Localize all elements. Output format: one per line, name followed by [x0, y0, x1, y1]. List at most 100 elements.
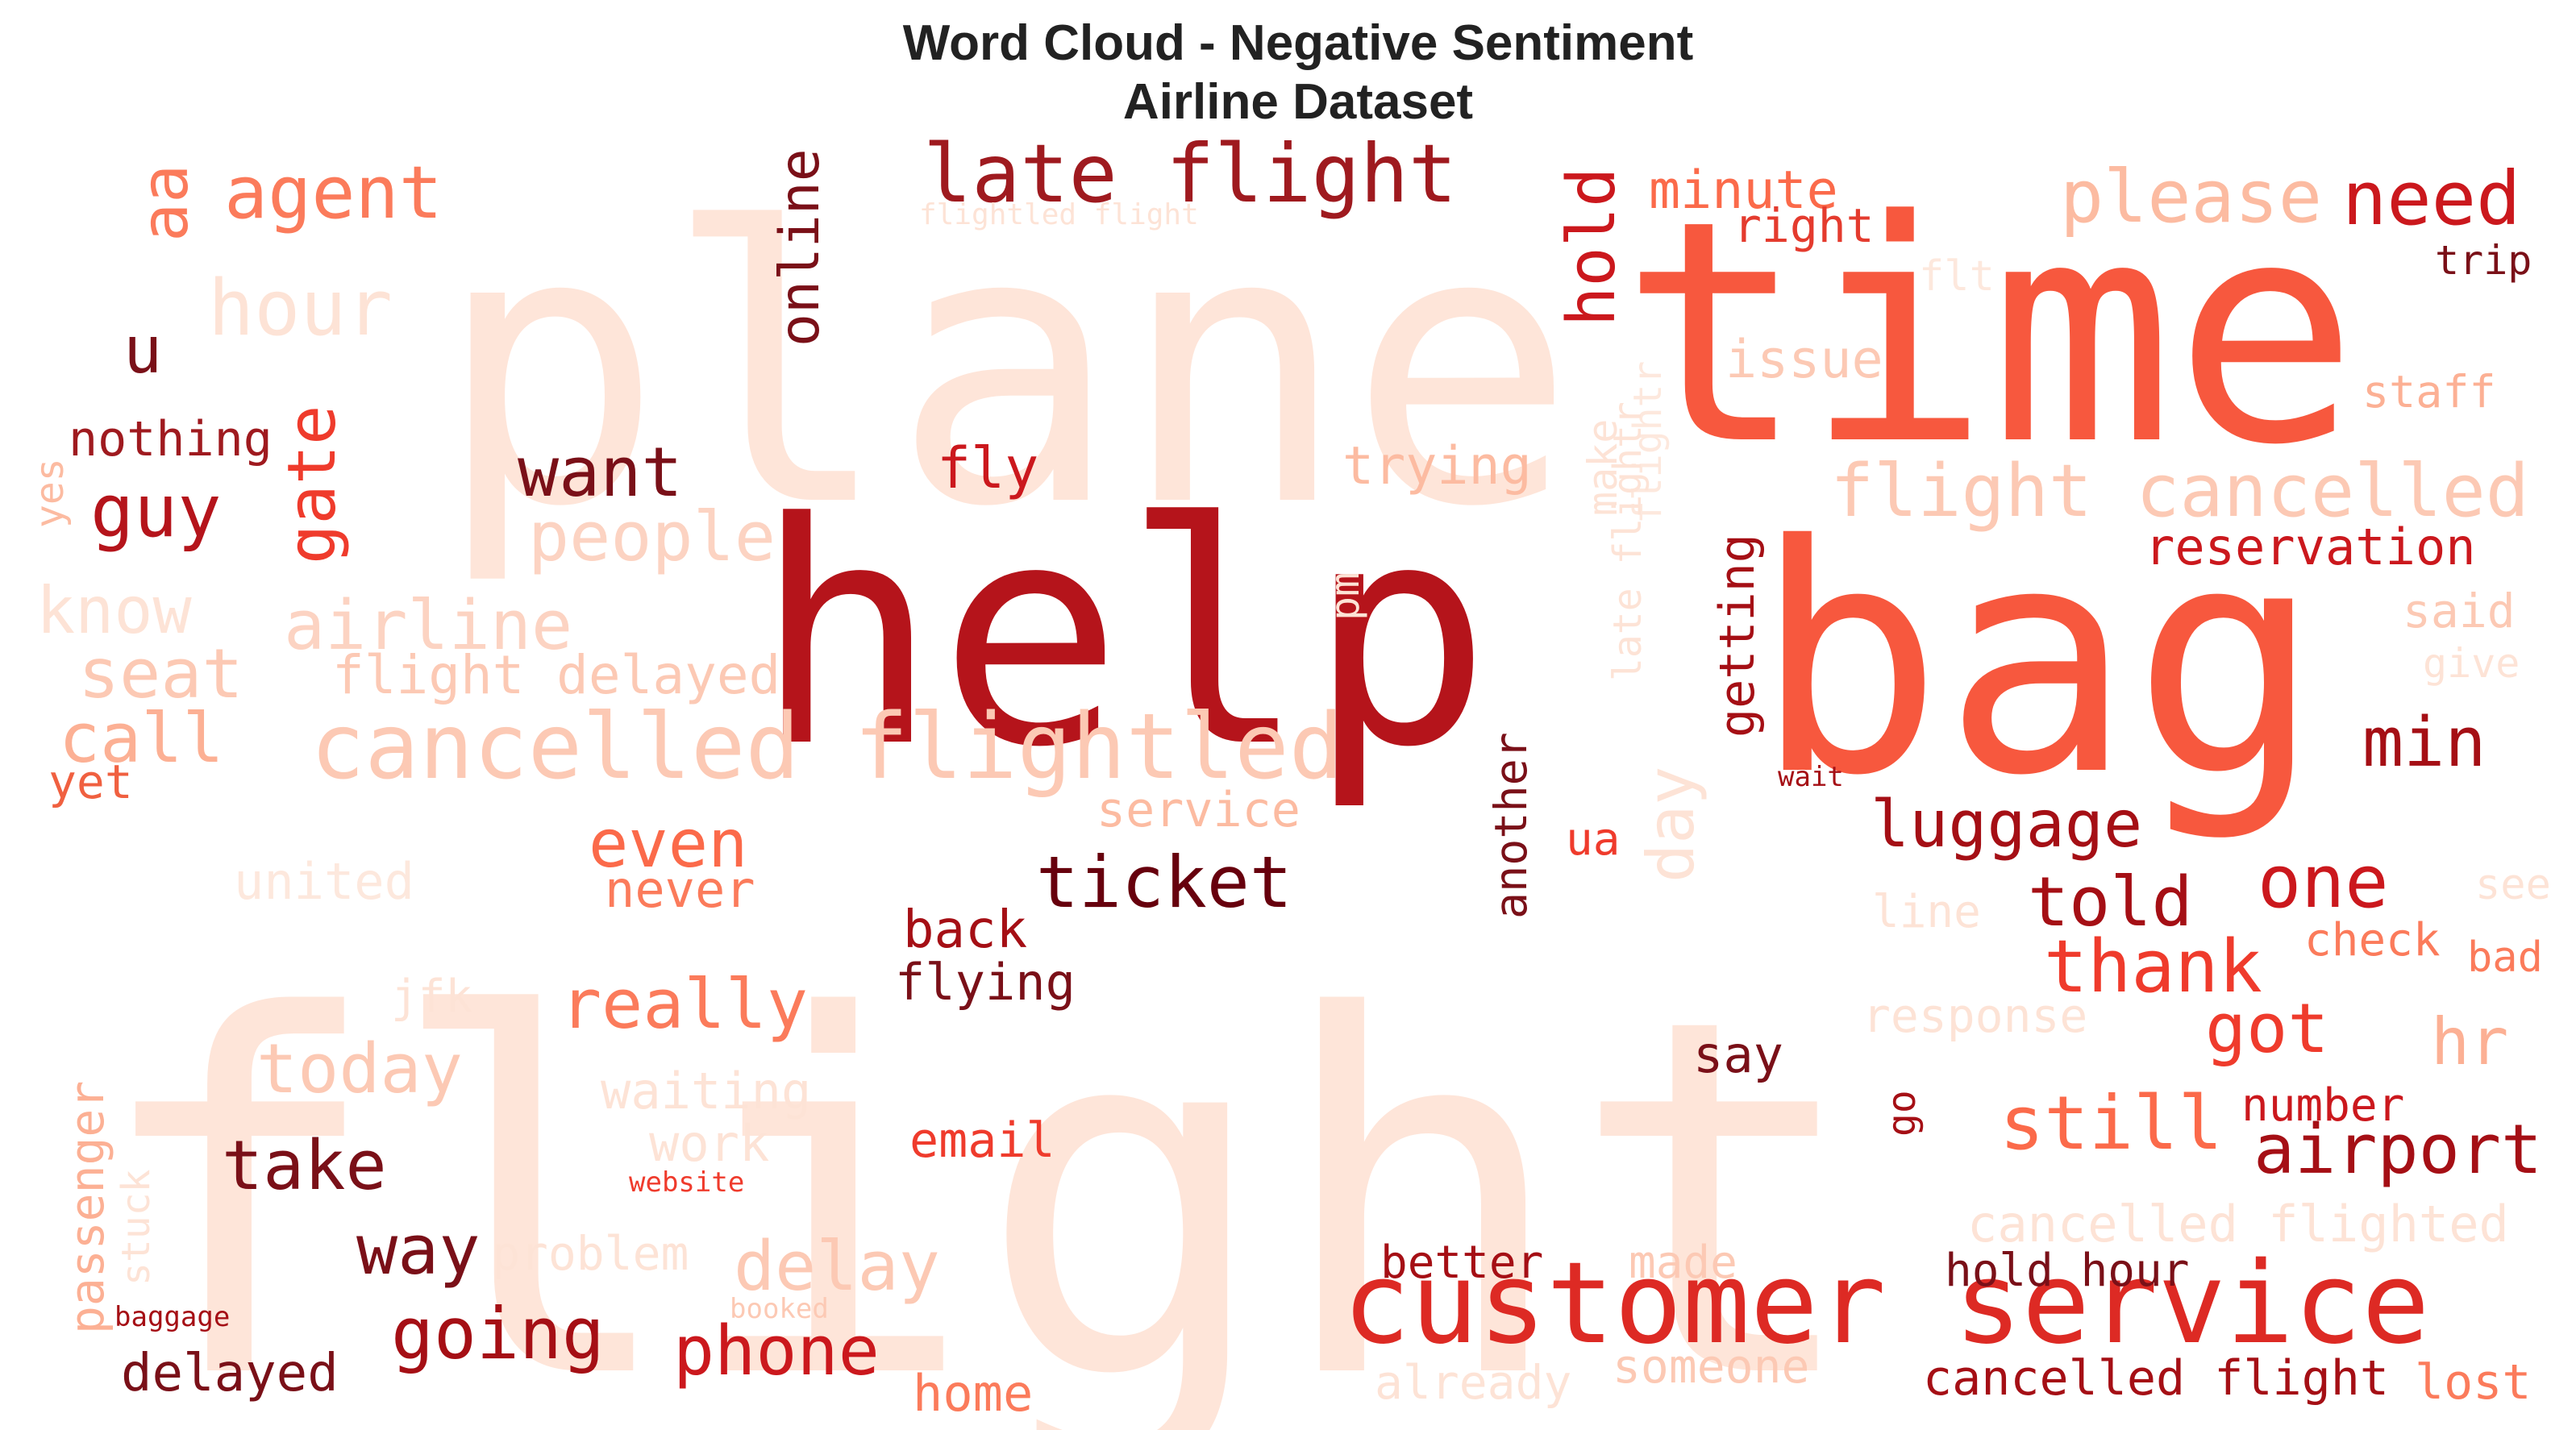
word-website: website [629, 1166, 744, 1199]
word-go: go [1879, 1090, 1925, 1137]
word-late-flight: late flight [923, 127, 1457, 221]
word-number: number [2241, 1079, 2404, 1132]
word-cancelled-flightled: cancelled flightled [310, 695, 1343, 800]
word-agent: agent [224, 151, 443, 235]
word-pm: pm [1321, 572, 1368, 621]
word-take: take [222, 1126, 387, 1206]
word-one: one [2258, 840, 2389, 925]
word-thank: thank [2044, 925, 2262, 1009]
word-problem: problem [492, 1226, 689, 1281]
word-hold-hour: hold hour [1945, 1245, 2189, 1297]
word-ua: ua [1566, 813, 1620, 866]
word-work: work [649, 1114, 769, 1173]
word-min: min [2362, 703, 2487, 783]
word-better: better [1380, 1237, 1543, 1289]
word-united: united [234, 852, 414, 911]
word-passenger: passenger [60, 1081, 114, 1334]
word-service: service [1097, 782, 1300, 838]
word-waiting: waiting [601, 1062, 811, 1120]
chart-title: Word Cloud - Negative Sentiment [903, 15, 1694, 71]
word-want: want [518, 433, 683, 513]
word-email: email [909, 1112, 1055, 1169]
word-check: check [2304, 914, 2441, 966]
word-gate: gate [274, 405, 351, 564]
word-booked: booked [730, 1293, 829, 1325]
word-guy: guy [90, 469, 222, 554]
word-yes: yes [27, 458, 73, 528]
word-flightr: flightr [1625, 361, 1671, 524]
word-say: say [1693, 1025, 1783, 1084]
word-need: need [2342, 156, 2521, 242]
word-told: told [2028, 863, 2193, 942]
word-line: line [1872, 886, 1981, 938]
word-trip: trip [2435, 237, 2532, 284]
word-luggage: luggage [1871, 787, 2142, 862]
word-please: please [2060, 155, 2322, 239]
word-made: made [1629, 1237, 1737, 1289]
word-day: day [1633, 767, 1708, 883]
word-flightled-flight: flightled flight [919, 198, 1199, 231]
word-even: even [589, 806, 747, 883]
word-cancelled-flighted: cancelled flighted [1967, 1195, 2509, 1253]
word-hr: hr [2431, 1004, 2508, 1079]
word-way: way [356, 1211, 481, 1291]
word-still: still [2000, 1080, 2223, 1166]
word-got: got [2205, 989, 2329, 1069]
word-help: help [754, 457, 1492, 814]
word-phone: phone [673, 1312, 880, 1391]
word-aa: aa [127, 164, 202, 242]
word-home: home [913, 1364, 1033, 1423]
word-cancelled-flight: cancelled flight [1923, 1350, 2389, 1407]
word-getting: getting [1709, 534, 1766, 738]
word-airport: airport [2253, 1110, 2542, 1190]
word-baggage: baggage [114, 1301, 230, 1333]
chart-subtitle: Airline Dataset [1123, 74, 1473, 130]
word-seat: seat [78, 634, 243, 714]
word-flying: flying [895, 953, 1076, 1012]
word-nothing: nothing [69, 411, 273, 468]
word-said: said [2403, 584, 2516, 638]
word-airline: airline [284, 586, 572, 666]
word-ticket: ticket [1036, 841, 1292, 924]
word-see: see [2475, 861, 2551, 909]
word-minute: minute [1649, 160, 1838, 221]
word-hold: hold [1554, 168, 1630, 326]
word-reservation: reservation [2145, 518, 2476, 576]
word-flight: flight [89, 914, 1866, 1430]
word-someone: someone [1613, 1339, 1809, 1394]
word-trying: trying [1342, 436, 1532, 497]
word-yet: yet [48, 754, 133, 809]
word-going: going [391, 1292, 605, 1375]
word-call: call [59, 699, 224, 779]
word-know: know [36, 573, 192, 648]
word-make: make [1579, 419, 1626, 516]
word-delayed: delayed [121, 1344, 339, 1403]
word-flight-delayed: flight delayed [332, 644, 780, 706]
word-response: response [1862, 988, 2087, 1043]
word-flt: flt [1919, 252, 1995, 301]
word-staff: staff [2362, 366, 2496, 418]
word-wait: wait [1778, 761, 1844, 793]
word-late-flightr: late flightr [1605, 401, 1650, 681]
word-bag: bag [1754, 478, 2321, 844]
word-jfk: jfk [391, 971, 472, 1023]
word-give: give [2423, 640, 2520, 687]
word-customer-service: customer service [1342, 1238, 2430, 1370]
word-never: never [605, 860, 755, 919]
word-lost: lost [2415, 1354, 2532, 1411]
word-today: today [256, 1029, 463, 1109]
word-stuck: stuck [114, 1169, 159, 1286]
word-already: already [1375, 1355, 1571, 1410]
word-u: u [123, 313, 162, 388]
word-hour: hour [208, 264, 393, 353]
word-right: right [1733, 198, 1875, 253]
word-bad: bad [2467, 933, 2543, 982]
word-online: online [768, 148, 832, 347]
word-people: people [528, 497, 776, 577]
word-issue: issue [1725, 330, 1883, 390]
word-flight-cancelled: flight cancelled [1830, 449, 2529, 534]
word-plane: plane [435, 148, 1576, 589]
